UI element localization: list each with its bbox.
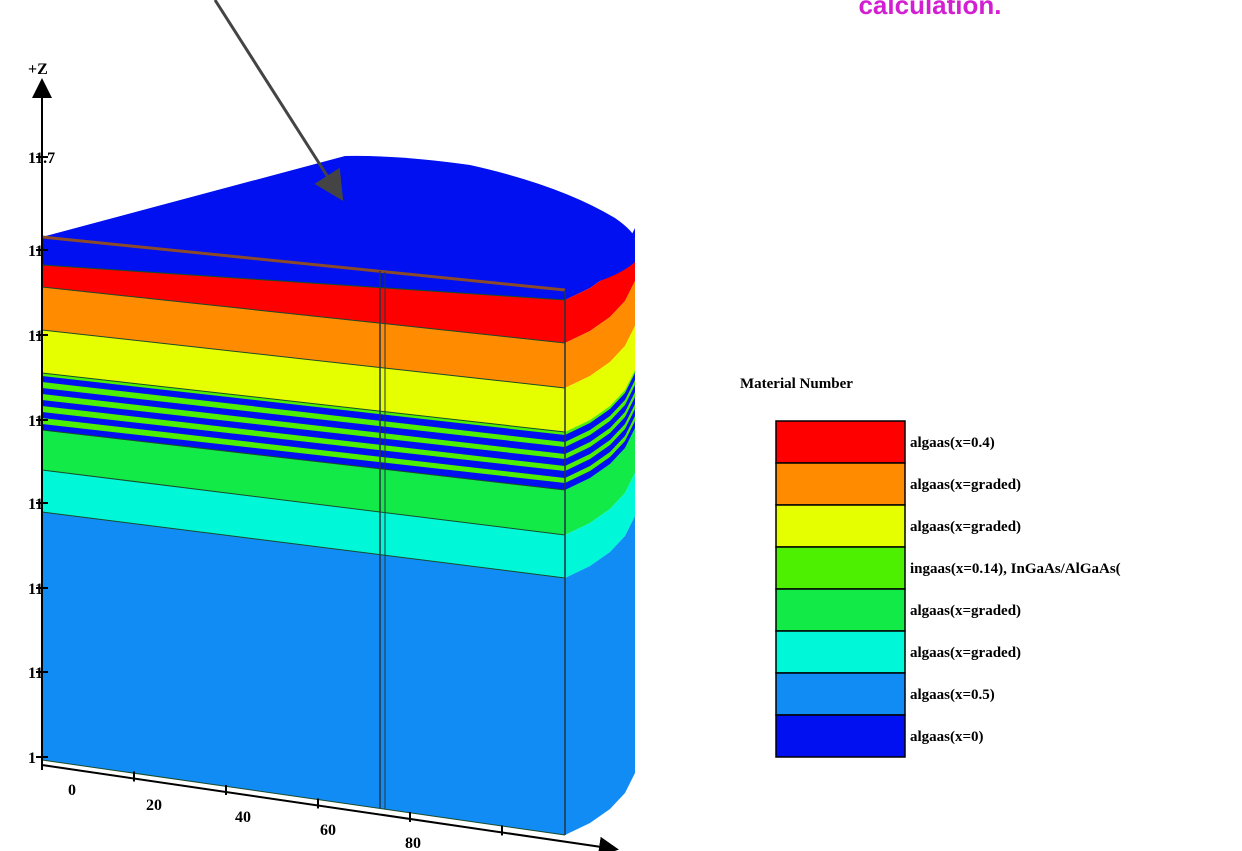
legend-label: algaas(x=0) [910, 729, 984, 745]
z-tick-label: 11 [28, 665, 43, 682]
legend-swatch [776, 589, 905, 631]
x-tick-label: 20 [146, 797, 162, 814]
legend-title: Material Number [740, 376, 853, 392]
z-tick-label: 11 [28, 413, 43, 430]
legend-swatch [776, 715, 905, 757]
pointer-arrow [215, 0, 340, 196]
z-tick-label: 11.7 [28, 150, 55, 167]
z-tick-label: 11 [28, 496, 43, 513]
z-tick-label: 11 [28, 243, 43, 260]
z-tick-label: 11 [28, 581, 43, 598]
legend-swatch [776, 421, 905, 463]
legend-label: ingaas(x=0.14), InGaAs/AlGaAs( [910, 561, 1121, 577]
legend-label: algaas(x=0.4) [910, 435, 995, 451]
legend-label: algaas(x=0.5) [910, 687, 995, 703]
legend: algaas(x=0.4) algaas(x=graded) algaas(x=gr… [776, 421, 1121, 757]
z-axis-label: +Z [28, 61, 48, 78]
legend-label: algaas(x=graded) [910, 519, 1021, 535]
x-tick-label: 40 [235, 809, 251, 826]
legend-label: algaas(x=graded) [910, 645, 1021, 661]
z-tick-label: 11 [28, 328, 43, 345]
annotation: calculation. [858, 0, 1001, 20]
legend-swatch [776, 547, 905, 589]
legend-swatch [776, 463, 905, 505]
z-tick-label: 1 [28, 750, 36, 767]
legend-swatch [776, 631, 905, 673]
legend-label: algaas(x=graded) [910, 477, 1021, 493]
page: { "annotation": "calculation.", "z_axis"… [0, 0, 1242, 851]
x-tick-label: 60 [320, 822, 336, 839]
x-tick-label: 0 [68, 782, 76, 799]
scene: calculation. +Z Material Number algaas(x… [0, 0, 1242, 851]
legend-label: algaas(x=graded) [910, 603, 1021, 619]
x-tick-label: 80 [405, 835, 421, 851]
device-model [42, 156, 635, 835]
legend-swatch [776, 505, 905, 547]
legend-swatch [776, 673, 905, 715]
